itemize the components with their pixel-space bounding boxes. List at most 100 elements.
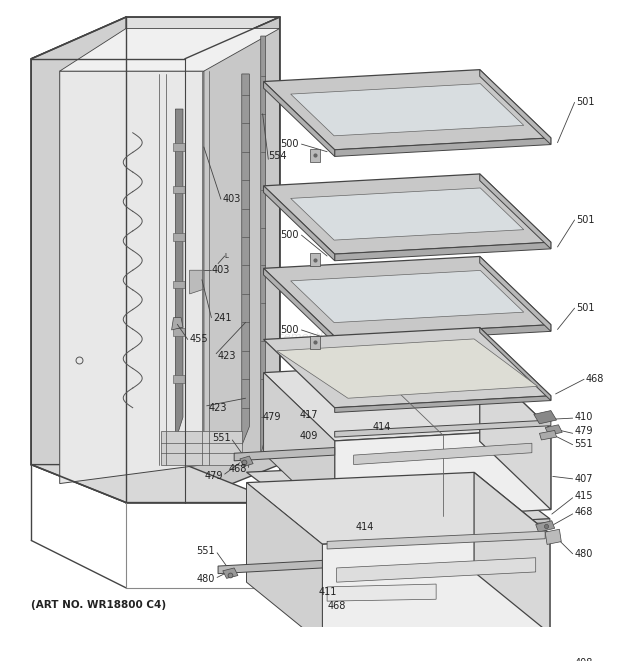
Polygon shape <box>291 270 524 323</box>
Text: 415: 415 <box>575 491 593 501</box>
Polygon shape <box>264 268 335 343</box>
Text: L: L <box>224 253 229 259</box>
Text: 410: 410 <box>575 412 593 422</box>
Text: 551: 551 <box>197 546 215 556</box>
Polygon shape <box>291 84 524 136</box>
Polygon shape <box>310 253 319 266</box>
Polygon shape <box>174 233 185 241</box>
Text: 500: 500 <box>280 139 299 149</box>
Text: 500: 500 <box>280 325 299 335</box>
Polygon shape <box>480 328 551 401</box>
Polygon shape <box>327 584 436 601</box>
Text: 423: 423 <box>218 350 237 360</box>
Text: (ART NO. WR18800 C4): (ART NO. WR18800 C4) <box>31 600 166 610</box>
Polygon shape <box>536 521 555 532</box>
Text: 500: 500 <box>280 230 299 240</box>
Polygon shape <box>174 281 185 288</box>
Polygon shape <box>174 375 185 383</box>
Polygon shape <box>480 256 551 331</box>
Text: 414: 414 <box>373 422 391 432</box>
Polygon shape <box>310 336 319 349</box>
Text: 468: 468 <box>328 601 346 611</box>
Polygon shape <box>175 109 183 441</box>
Polygon shape <box>310 149 319 162</box>
Polygon shape <box>264 186 335 260</box>
Text: 468: 468 <box>228 464 247 475</box>
Polygon shape <box>335 396 551 412</box>
Polygon shape <box>247 483 322 644</box>
Polygon shape <box>31 465 280 502</box>
Polygon shape <box>161 432 242 465</box>
Text: 241: 241 <box>213 313 232 323</box>
Polygon shape <box>335 138 551 157</box>
Polygon shape <box>242 74 249 446</box>
Polygon shape <box>264 174 551 254</box>
Polygon shape <box>174 186 185 194</box>
Polygon shape <box>545 425 562 435</box>
Text: 414: 414 <box>355 522 374 532</box>
Polygon shape <box>174 143 185 151</box>
Polygon shape <box>185 17 280 502</box>
Polygon shape <box>277 339 538 398</box>
Polygon shape <box>264 361 551 441</box>
Polygon shape <box>60 71 204 484</box>
Polygon shape <box>261 36 265 455</box>
Polygon shape <box>190 270 204 294</box>
Polygon shape <box>31 17 280 59</box>
Text: 480: 480 <box>197 574 215 584</box>
Polygon shape <box>353 444 532 465</box>
Polygon shape <box>60 28 280 71</box>
Polygon shape <box>480 361 551 510</box>
Polygon shape <box>335 429 551 522</box>
Polygon shape <box>534 410 557 424</box>
Text: 423: 423 <box>208 403 227 412</box>
Text: 501: 501 <box>577 97 595 107</box>
Polygon shape <box>247 473 550 544</box>
Polygon shape <box>322 534 550 644</box>
Text: 411: 411 <box>318 587 337 597</box>
Text: 417: 417 <box>299 410 317 420</box>
Polygon shape <box>322 519 550 533</box>
Polygon shape <box>545 529 561 545</box>
Text: 551: 551 <box>575 439 593 449</box>
Polygon shape <box>337 558 536 582</box>
Text: 455: 455 <box>190 334 208 344</box>
Polygon shape <box>264 81 335 157</box>
Polygon shape <box>264 373 335 522</box>
Text: 501: 501 <box>577 215 595 225</box>
Text: 408: 408 <box>575 658 593 661</box>
Polygon shape <box>327 531 545 549</box>
Polygon shape <box>335 242 551 260</box>
Polygon shape <box>264 256 551 336</box>
Text: 554: 554 <box>268 151 287 161</box>
Text: 480: 480 <box>575 549 593 559</box>
Polygon shape <box>264 328 551 408</box>
Text: 468: 468 <box>575 507 593 517</box>
Polygon shape <box>539 430 557 440</box>
Polygon shape <box>291 188 524 240</box>
Polygon shape <box>174 328 185 336</box>
Polygon shape <box>247 462 550 529</box>
Text: 409: 409 <box>299 431 317 441</box>
Text: 479: 479 <box>205 471 223 481</box>
Polygon shape <box>172 318 183 330</box>
Polygon shape <box>480 174 551 249</box>
Polygon shape <box>480 69 551 145</box>
Polygon shape <box>31 17 126 502</box>
Text: 479: 479 <box>263 412 281 422</box>
Text: 501: 501 <box>577 303 595 313</box>
Polygon shape <box>234 447 335 461</box>
Text: 407: 407 <box>575 474 593 484</box>
Text: 479: 479 <box>575 426 593 436</box>
Polygon shape <box>335 420 551 437</box>
Polygon shape <box>264 69 551 150</box>
Polygon shape <box>474 473 550 633</box>
Polygon shape <box>240 456 253 467</box>
Text: 551: 551 <box>212 433 231 443</box>
Text: eReplacementParts.com: eReplacementParts.com <box>240 332 376 342</box>
Text: 403: 403 <box>223 194 241 204</box>
Polygon shape <box>335 325 551 343</box>
Polygon shape <box>223 568 238 578</box>
Text: 403: 403 <box>211 265 230 275</box>
Text: 468: 468 <box>586 374 604 384</box>
